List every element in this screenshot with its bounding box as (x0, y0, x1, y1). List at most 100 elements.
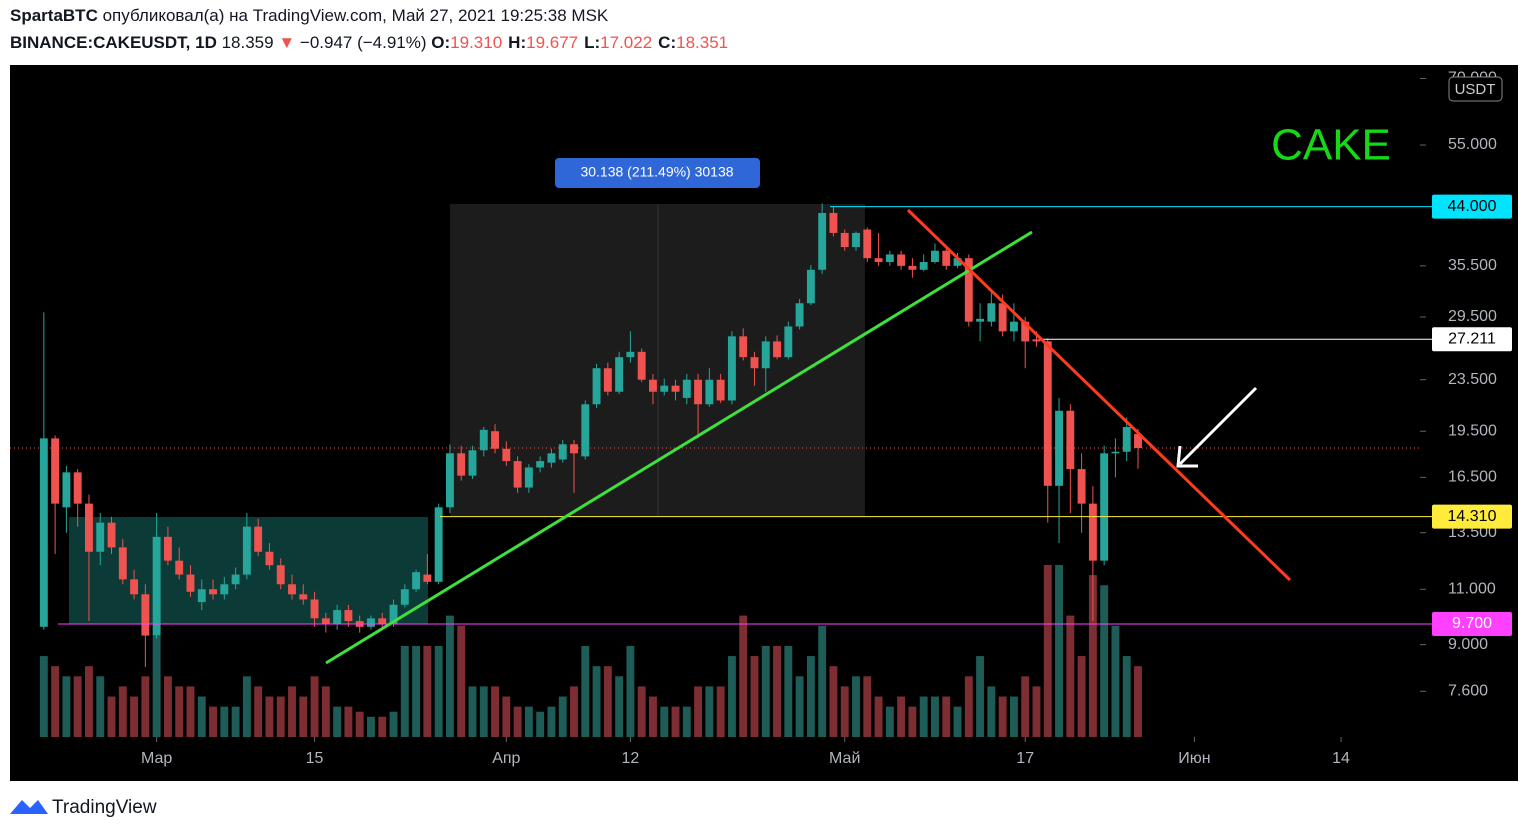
candle-body (1043, 341, 1052, 486)
candle-body (750, 357, 759, 369)
candle-body (231, 574, 240, 585)
ohlc: O:19.310 H:19.677 L:17.022 C:18.351 (431, 33, 734, 52)
candle-body (558, 444, 567, 460)
volume-bar (1088, 575, 1097, 737)
candle-body (491, 431, 499, 449)
level-badge (1432, 194, 1512, 219)
candle-body (524, 467, 533, 488)
volume-bar (367, 716, 375, 737)
candle-body (908, 265, 917, 270)
candle-body (773, 341, 781, 358)
candle-body (333, 610, 342, 624)
candle-body (570, 444, 578, 454)
candle-body (637, 351, 646, 380)
volume-bar (784, 645, 793, 737)
volume-bar (953, 706, 962, 737)
volume-bar (1100, 585, 1109, 737)
volume-bar (1111, 625, 1120, 737)
volume-bar (321, 686, 330, 737)
candle-body (897, 254, 906, 266)
y-tick-label: 29.500 (1448, 308, 1497, 325)
candle-body (806, 269, 815, 304)
volume-bar (412, 645, 421, 737)
watermark: CAKE (1271, 121, 1391, 170)
candle-body (716, 379, 725, 401)
candle-body (152, 536, 161, 636)
ohlc-value: 18.351 (676, 33, 729, 52)
candle-body (130, 579, 139, 595)
candle-body (671, 385, 680, 392)
volume-bar (964, 676, 973, 737)
candle-body (874, 258, 883, 263)
volume-bar (265, 696, 274, 737)
candle-body (863, 229, 872, 259)
volume-bar (874, 696, 883, 737)
candle-body (626, 351, 635, 358)
candle-body (141, 594, 150, 636)
volume-bar (919, 696, 928, 737)
candle-body (209, 589, 217, 595)
volume-bar (592, 666, 601, 737)
candle-body (1066, 410, 1075, 470)
y-tick-label: 23.500 (1448, 371, 1497, 388)
volume-bar (1134, 666, 1142, 737)
volume-bar (344, 706, 353, 737)
volume-bar (400, 645, 409, 737)
candle-body (434, 507, 443, 582)
candle-body (265, 551, 274, 566)
candle-body (660, 385, 669, 392)
volume-bar (750, 656, 759, 737)
volume-bar (1122, 656, 1131, 737)
volume-bar (1009, 696, 1018, 737)
volume-bar (1043, 565, 1052, 737)
candle-body (310, 599, 319, 619)
candle-body (197, 589, 206, 603)
volume-bar (51, 666, 60, 737)
candle-body (62, 472, 71, 508)
candle-body (1100, 453, 1109, 561)
y-tick-label: 19.500 (1448, 422, 1497, 439)
volume-bar (434, 645, 443, 737)
candle-body (96, 522, 105, 552)
volume-bar (197, 696, 206, 737)
candle-body (175, 560, 184, 575)
volume-bar (1055, 565, 1063, 737)
candle-body (389, 604, 398, 624)
published: опубликовал(а) на TradingView.com, Май 2… (102, 6, 609, 25)
candle-body (1122, 427, 1131, 452)
measure-label-bg (555, 158, 760, 188)
volume-bar (39, 656, 48, 737)
candle-body (852, 232, 860, 248)
x-tick-label: Мар (141, 750, 172, 767)
candle-body (682, 379, 691, 398)
candle-body (502, 448, 511, 462)
candle-body (953, 258, 962, 266)
candle-body (288, 584, 296, 595)
candle-body (107, 522, 116, 548)
candle-body (1021, 321, 1030, 342)
level-label: 14.310 (1448, 508, 1497, 525)
currency: USDT (1455, 81, 1496, 98)
volume-bar (288, 686, 296, 737)
candle-body (705, 379, 714, 405)
volume-bar (175, 686, 184, 737)
level-label: 44.000 (1448, 198, 1497, 215)
candle-body (321, 618, 330, 624)
volume-bar (987, 686, 996, 737)
ohlc-label: C: (658, 33, 677, 52)
volume-bar (479, 686, 488, 737)
volume-bar (829, 666, 838, 737)
volume-bar (761, 645, 770, 737)
candle-body (457, 453, 466, 476)
volume-bar (299, 696, 308, 737)
volume-bar (152, 635, 161, 737)
volume-bar (897, 696, 906, 737)
volume-bar (389, 711, 398, 737)
candle-body (423, 574, 432, 582)
volume-bar (806, 656, 815, 737)
level-badge (1432, 327, 1512, 352)
volume-bar (457, 625, 466, 737)
candle-body (739, 336, 748, 358)
